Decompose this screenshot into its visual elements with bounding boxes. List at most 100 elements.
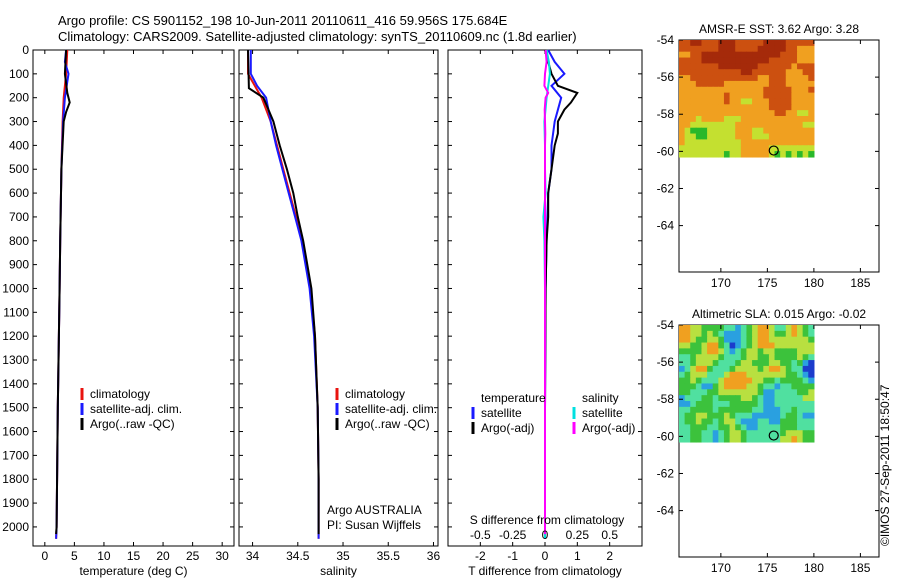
sla-map-cell	[774, 395, 781, 402]
sst-map-cell	[735, 121, 742, 129]
sla-map-x-tick-label: 175	[757, 561, 777, 575]
sst-map-cell	[707, 145, 714, 152]
sst-map-cell	[684, 51, 691, 59]
sst-map-cell	[718, 133, 725, 140]
diff-legend-label: satellite	[481, 406, 522, 420]
sla-map-cell	[802, 412, 809, 420]
sla-map-cell	[797, 360, 804, 367]
sla-map-cell	[802, 436, 809, 443]
sla-map-cell	[723, 401, 731, 408]
sla-map-cell	[735, 325, 742, 332]
sla-map-cell	[729, 401, 736, 408]
sla-map-cell	[791, 430, 798, 437]
sst-map-cell	[752, 151, 759, 158]
sla-map-cell	[774, 330, 781, 338]
sst-map-cell	[746, 57, 753, 64]
sst-map-cell	[695, 104, 703, 111]
sla-map-cell	[797, 371, 804, 379]
sla-map-cell	[679, 389, 686, 396]
sla-map-cell	[802, 401, 809, 408]
sla-map-cell	[763, 412, 770, 420]
sla-map-cell	[808, 424, 815, 431]
sla-map-cell	[791, 401, 798, 408]
sla-map-y-tick-label: -58	[657, 392, 675, 406]
sst-map-cell	[774, 98, 781, 105]
sst-map-cell	[802, 116, 809, 123]
sst-map-cell	[701, 139, 708, 146]
sst-map-cell	[718, 86, 725, 94]
sst-map-cell	[707, 69, 714, 76]
sst-map-cell	[723, 51, 731, 59]
sla-map-cell	[684, 360, 691, 367]
depth-tick-label: 1300	[2, 353, 29, 367]
sla-map-cell	[752, 377, 759, 385]
sst-map-cell	[712, 104, 719, 111]
sst-map-cell	[718, 110, 725, 117]
sla-map-cell	[690, 383, 697, 390]
sst-map-cell	[735, 110, 742, 117]
sla-map-cell	[735, 412, 742, 420]
depth-tick-label: 500	[9, 162, 29, 176]
depth-tick-label: 1200	[2, 329, 29, 343]
sla-map-cell	[690, 401, 697, 408]
sla-map-cell	[690, 389, 697, 396]
sst-map-cell	[752, 145, 759, 152]
sla-map-cell	[695, 325, 703, 332]
sla-map-cell	[684, 430, 691, 437]
sst-map-cell	[763, 63, 770, 70]
depth-tick-label: 800	[9, 234, 29, 248]
sst-map-cell	[763, 104, 770, 111]
sst-map-cell	[785, 127, 792, 135]
sla-map-cell	[752, 348, 759, 355]
sst-map-cell	[763, 145, 770, 152]
sla-map-cell	[752, 330, 759, 338]
sla-map-cell	[791, 336, 798, 344]
sst-map-cell	[718, 121, 725, 129]
sla-map-field	[679, 325, 815, 443]
sla-map-cell	[746, 365, 753, 373]
sla-map-cell	[785, 424, 792, 431]
sla-map-cell	[740, 325, 748, 332]
sla-map-cell	[808, 342, 815, 349]
sla-map-cell	[791, 418, 798, 425]
sla-map-cell	[679, 325, 686, 332]
sla-map-cell	[780, 371, 787, 379]
sst-map-cell	[797, 69, 804, 76]
sst-map-cell	[684, 69, 691, 76]
sla-map-cell	[735, 348, 742, 355]
sst-map-cell	[712, 51, 719, 59]
salinity-x-tick-label: 34.5	[286, 549, 310, 563]
sst-map-cell	[746, 40, 753, 47]
sst-map-cell	[695, 116, 703, 123]
sst-map-cell	[740, 75, 748, 82]
sst-map-cell	[791, 104, 798, 111]
sst-map-cell	[785, 121, 792, 129]
sst-map-cell	[757, 133, 764, 140]
sst-map-cell	[746, 80, 753, 88]
sst-map-cell	[723, 57, 731, 64]
sla-map-cell	[729, 336, 736, 344]
sst-map-cell	[746, 133, 753, 140]
sla-map-cell	[723, 354, 731, 361]
sst-map-cell	[752, 80, 759, 88]
sst-map-cell	[695, 98, 703, 105]
sst-map-cell	[695, 121, 703, 129]
sst-map-cell	[695, 45, 703, 53]
sst-map-cell	[718, 98, 725, 105]
sla-map-cell	[757, 412, 764, 420]
sst-map-cell	[695, 75, 703, 82]
sst-map-x-tick-label: 180	[804, 276, 824, 290]
sla-map-cell	[763, 389, 770, 396]
sla-map-cell	[695, 395, 703, 402]
sst-map-cell	[707, 98, 714, 105]
sst-map-cell	[718, 69, 725, 76]
sst-map-cell	[690, 116, 697, 123]
sla-map-cell	[752, 336, 759, 344]
sla-map-cell	[740, 424, 748, 431]
sst-map-cell	[707, 45, 714, 53]
sst-map-cell	[752, 98, 759, 105]
sla-map-cell	[712, 401, 719, 408]
sla-map-cell	[679, 424, 686, 431]
sst-map-cell	[768, 40, 776, 47]
